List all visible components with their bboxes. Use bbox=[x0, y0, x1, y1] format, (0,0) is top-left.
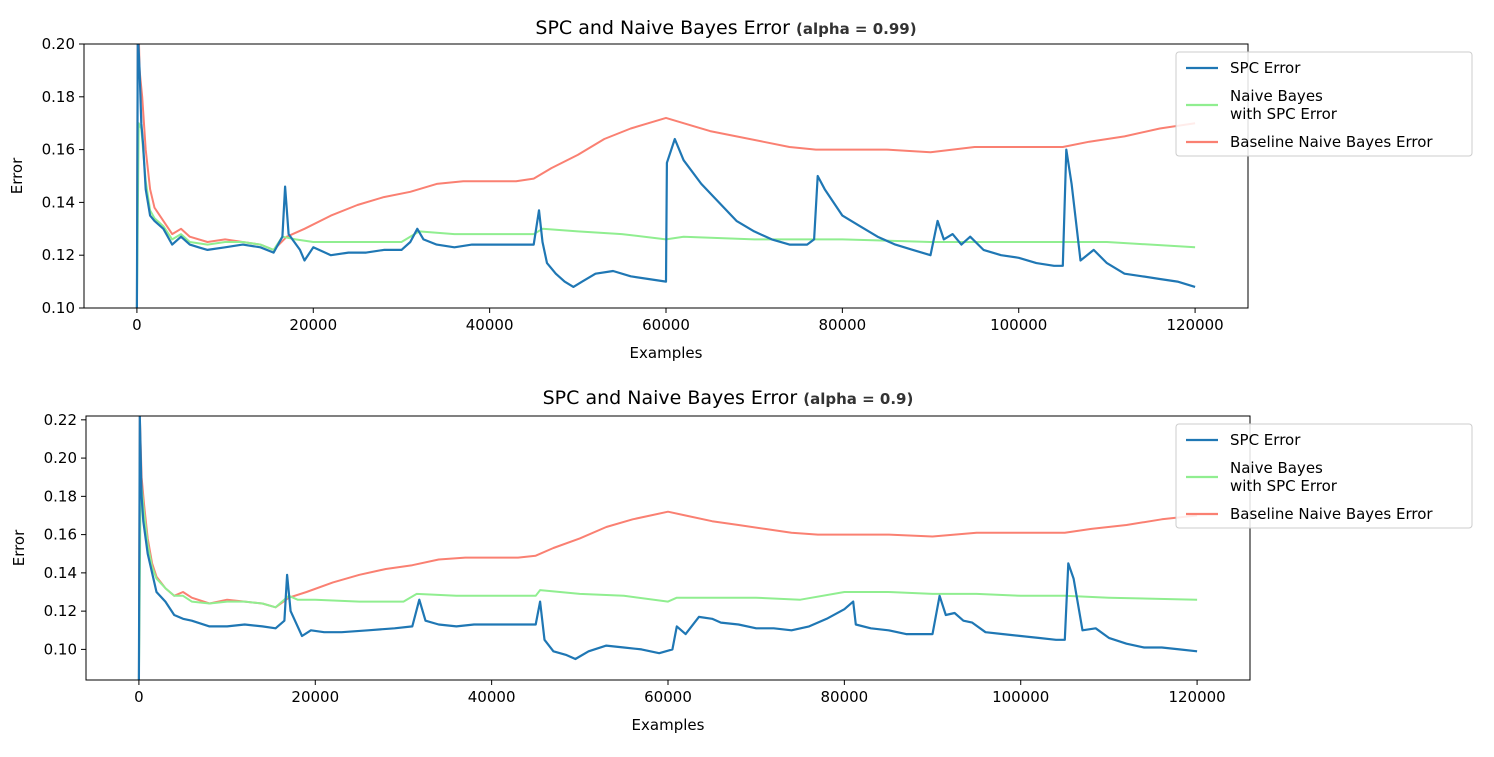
legend-label: SPC Error bbox=[1230, 431, 1301, 449]
x-axis-label: Examples bbox=[632, 716, 705, 734]
y-tick-label: 0.22 bbox=[44, 411, 77, 429]
series-line-spc-error bbox=[137, 416, 1198, 680]
series-line-baseline-naive-bayes bbox=[137, 416, 1198, 680]
legend-label: Baseline Naive Bayes Error bbox=[1230, 505, 1433, 523]
y-tick-label: 0.20 bbox=[44, 449, 77, 467]
x-tick-label: 40000 bbox=[466, 316, 514, 334]
y-tick-label: 0.20 bbox=[42, 35, 75, 53]
legend-label: SPC Error bbox=[1230, 59, 1301, 77]
y-tick-label: 0.12 bbox=[44, 602, 77, 620]
series-line-spc-error bbox=[135, 44, 1196, 308]
y-tick-label: 0.10 bbox=[42, 299, 75, 317]
y-tick-label: 0.18 bbox=[44, 487, 77, 505]
legend-label: Naive Bayes with SPC Error bbox=[1230, 459, 1338, 495]
x-tick-label: 100000 bbox=[990, 316, 1047, 334]
chart-2: 0 20000 40000 60000 80000 100000 120000 0.10 0.1… bbox=[10, 387, 1473, 734]
y-tick-label: 0.16 bbox=[42, 141, 75, 159]
chart-title: SPC and Naive Bayes Error (alpha = 0.99) bbox=[535, 17, 916, 39]
series-line-naive-bayes-spc bbox=[135, 122, 1196, 308]
y-tick-label: 0.14 bbox=[44, 564, 77, 582]
plot-frame bbox=[85, 415, 1251, 681]
x-tick-label: 60000 bbox=[642, 316, 690, 334]
x-tick-label: 120000 bbox=[1166, 316, 1223, 334]
y-axis-label: Error bbox=[10, 529, 28, 566]
plot-lines bbox=[137, 416, 1198, 680]
x-tick-label: 120000 bbox=[1168, 688, 1225, 706]
series-line-baseline-naive-bayes bbox=[135, 44, 1196, 308]
x-tick-label: 80000 bbox=[819, 316, 867, 334]
series-line-naive-bayes-spc bbox=[137, 476, 1198, 680]
x-tick-label: 60000 bbox=[644, 688, 692, 706]
x-tick-label: 0 bbox=[132, 316, 142, 334]
plot-lines bbox=[135, 44, 1196, 308]
chart-title: SPC and Naive Bayes Error (alpha = 0.9) bbox=[543, 387, 914, 409]
x-tick-label: 0 bbox=[134, 688, 144, 706]
legend-label: Baseline Naive Bayes Error bbox=[1230, 133, 1433, 151]
x-tick-label: 20000 bbox=[291, 688, 339, 706]
x-axis-label: Examples bbox=[630, 344, 703, 362]
y-tick-label: 0.10 bbox=[44, 640, 77, 658]
legend: SPC Error Naive Bayes with SPC Error Baseli… bbox=[1175, 51, 1473, 157]
y-tick-label: 0.14 bbox=[42, 193, 75, 211]
legend-box bbox=[1175, 51, 1473, 157]
x-tick-label: 40000 bbox=[468, 688, 516, 706]
y-tick-label: 0.12 bbox=[42, 246, 75, 264]
legend-label: Naive Bayes with SPC Error bbox=[1230, 87, 1338, 123]
x-tick-label: 80000 bbox=[821, 688, 869, 706]
y-tick-label: 0.16 bbox=[44, 526, 77, 544]
x-tick-label: 100000 bbox=[992, 688, 1049, 706]
legend-box bbox=[1175, 423, 1473, 529]
chart-1: 0 20000 40000 60000 80000 100000 120000 0.10 0.1… bbox=[8, 17, 1473, 362]
x-tick-label: 20000 bbox=[289, 316, 337, 334]
legend: SPC Error Naive Bayes with SPC Error Baseli… bbox=[1175, 423, 1473, 529]
y-axis-label: Error bbox=[8, 157, 26, 194]
y-tick-label: 0.18 bbox=[42, 88, 75, 106]
